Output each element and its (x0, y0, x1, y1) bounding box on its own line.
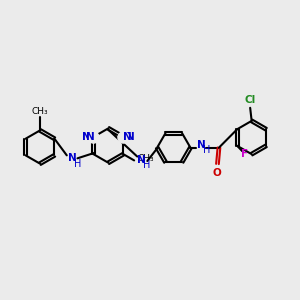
Text: CH₃: CH₃ (137, 154, 154, 164)
Text: H: H (203, 145, 210, 155)
Text: H: H (74, 159, 81, 169)
Text: Cl: Cl (244, 95, 256, 105)
Text: N: N (126, 132, 135, 142)
Text: F: F (241, 149, 248, 159)
Text: N: N (122, 132, 131, 142)
Text: N: N (85, 132, 94, 142)
Text: N: N (82, 132, 91, 142)
Text: N: N (137, 154, 146, 164)
Text: O: O (212, 168, 221, 178)
Text: N: N (68, 153, 76, 163)
Text: CH₃: CH₃ (32, 106, 48, 116)
Text: H: H (143, 160, 150, 170)
Text: N: N (197, 140, 206, 150)
